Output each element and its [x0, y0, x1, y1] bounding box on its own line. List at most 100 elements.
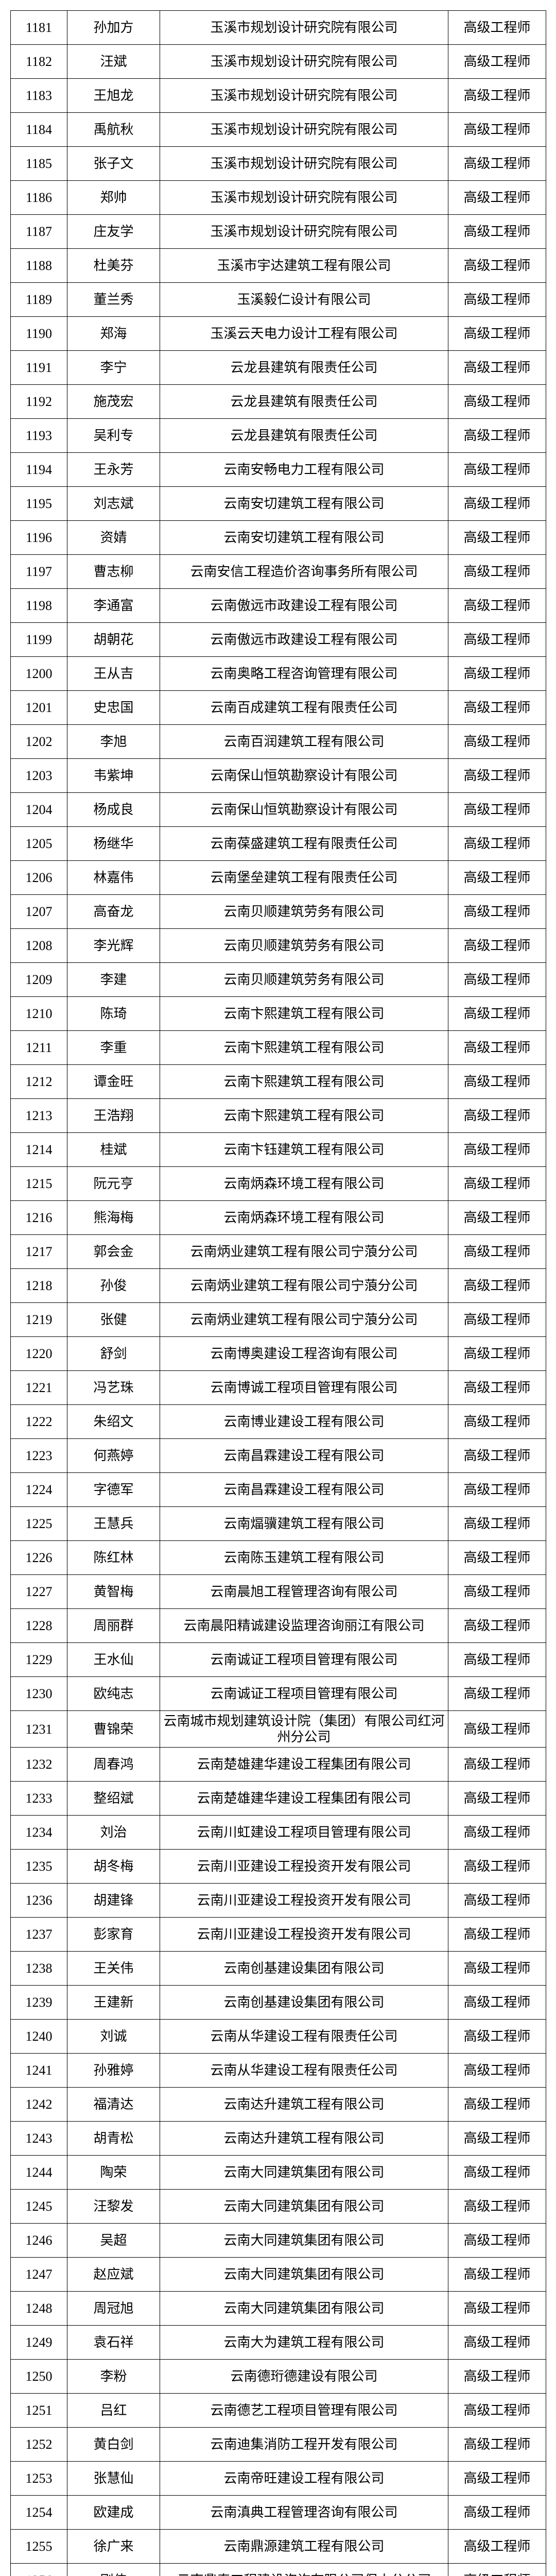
cell-rank: 高级工程师 [448, 589, 546, 623]
cell-index: 1194 [11, 453, 67, 487]
cell-org: 云南大同建筑集团有限公司 [160, 2156, 448, 2190]
cell-org: 玉溪市规划设计研究院有限公司 [160, 79, 448, 113]
table-row: 1236胡建锋云南川亚建设工程投资开发有限公司高级工程师 [11, 1884, 546, 1918]
cell-name: 熊海梅 [67, 1201, 160, 1235]
cell-org: 玉溪毅仁设计有限公司 [160, 283, 448, 317]
cell-rank: 高级工程师 [448, 1371, 546, 1405]
cell-index: 1236 [11, 1884, 67, 1918]
table-row: 1190郑海玉溪云天电力设计工程有限公司高级工程师 [11, 317, 546, 351]
cell-org: 云南大同建筑集团有限公司 [160, 2292, 448, 2326]
table-row: 1194王永芳云南安畅电力工程有限公司高级工程师 [11, 453, 546, 487]
cell-rank: 高级工程师 [448, 2496, 546, 2530]
cell-rank: 高级工程师 [448, 2462, 546, 2496]
cell-index: 1202 [11, 725, 67, 759]
cell-name: 周春鸿 [67, 1748, 160, 1782]
cell-name: 彭家育 [67, 1918, 160, 1952]
cell-org: 云南从华建设工程有限责任公司 [160, 2020, 448, 2054]
cell-org: 云南鼎泰工程建设咨询有限公司保山分公司 [160, 2564, 448, 2576]
cell-org: 云南贝顺建筑劳务有限公司 [160, 963, 448, 997]
cell-index: 1235 [11, 1850, 67, 1884]
table-row: 1238王关伟云南创基建设集团有限公司高级工程师 [11, 1952, 546, 1986]
cell-index: 1237 [11, 1918, 67, 1952]
cell-org: 云南博业建设工程有限公司 [160, 1405, 448, 1439]
cell-rank: 高级工程师 [448, 725, 546, 759]
cell-rank: 高级工程师 [448, 2054, 546, 2088]
cell-name: 汪黎发 [67, 2190, 160, 2224]
cell-rank: 高级工程师 [448, 1337, 546, 1371]
cell-org: 云南奥略工程咨询管理有限公司 [160, 657, 448, 691]
table-row: 1217郭会金云南炳业建筑工程有限公司宁蒗分公司高级工程师 [11, 1235, 546, 1269]
cell-rank: 高级工程师 [448, 1677, 546, 1711]
cell-name: 王旭龙 [67, 79, 160, 113]
table-row: 1246吴超云南大同建筑集团有限公司高级工程师 [11, 2224, 546, 2258]
cell-rank: 高级工程师 [448, 385, 546, 419]
table-row: 1191李宁云龙县建筑有限责任公司高级工程师 [11, 351, 546, 385]
cell-org: 云南炳业建筑工程有限公司宁蒗分公司 [160, 1303, 448, 1337]
cell-org: 云南创基建设集团有限公司 [160, 1952, 448, 1986]
cell-org: 云南保山恒筑勘察设计有限公司 [160, 759, 448, 793]
cell-index: 1252 [11, 2428, 67, 2462]
cell-name: 黄智梅 [67, 1575, 160, 1609]
table-row: 1232周春鸿云南楚雄建华建设工程集团有限公司高级工程师 [11, 1748, 546, 1782]
cell-rank: 高级工程师 [448, 1884, 546, 1918]
cell-org: 云南卞钰建筑工程有限公司 [160, 1133, 448, 1167]
cell-index: 1243 [11, 2122, 67, 2156]
page-container: 1181孙加方玉溪市规划设计研究院有限公司高级工程师1182汪斌玉溪市规划设计研… [10, 10, 546, 2576]
cell-rank: 高级工程师 [448, 1303, 546, 1337]
cell-org: 云南博奥建设工程咨询有限公司 [160, 1337, 448, 1371]
cell-rank: 高级工程师 [448, 1133, 546, 1167]
cell-org: 云南楚雄建华建设工程集团有限公司 [160, 1748, 448, 1782]
cell-index: 1210 [11, 997, 67, 1031]
cell-org: 云南安畅电力工程有限公司 [160, 453, 448, 487]
table-row: 1200王从吉云南奥略工程咨询管理有限公司高级工程师 [11, 657, 546, 691]
cell-name: 郭会金 [67, 1235, 160, 1269]
cell-org: 云南陈玉建筑工程有限公司 [160, 1541, 448, 1575]
cell-index: 1182 [11, 45, 67, 79]
table-row: 1195刘志斌云南安切建筑工程有限公司高级工程师 [11, 487, 546, 521]
cell-rank: 高级工程师 [448, 2360, 546, 2394]
cell-rank: 高级工程师 [448, 453, 546, 487]
cell-org: 云南葆盛建筑工程有限责任公司 [160, 827, 448, 861]
cell-index: 1200 [11, 657, 67, 691]
cell-index: 1206 [11, 861, 67, 895]
cell-org: 云南川亚建设工程投资开发有限公司 [160, 1850, 448, 1884]
cell-org: 云南炳森环境工程有限公司 [160, 1167, 448, 1201]
table-row: 1196资婧云南安切建筑工程有限公司高级工程师 [11, 521, 546, 555]
table-row: 1253张慧仙云南帝旺建设工程有限公司高级工程师 [11, 2462, 546, 2496]
cell-rank: 高级工程师 [448, 1575, 546, 1609]
cell-rank: 高级工程师 [448, 1269, 546, 1303]
cell-rank: 高级工程师 [448, 2428, 546, 2462]
table-row: 1206林嘉伟云南堡垒建筑工程有限责任公司高级工程师 [11, 861, 546, 895]
cell-index: 1254 [11, 2496, 67, 2530]
cell-org: 玉溪市宇达建筑工程有限公司 [160, 249, 448, 283]
cell-index: 1186 [11, 181, 67, 215]
cell-org: 云南大同建筑集团有限公司 [160, 2224, 448, 2258]
cell-index: 1216 [11, 1201, 67, 1235]
cell-rank: 高级工程师 [448, 1507, 546, 1541]
table-row: 1223何燕婷云南昌霖建设工程有限公司高级工程师 [11, 1439, 546, 1473]
table-row: 1187庄友学玉溪市规划设计研究院有限公司高级工程师 [11, 215, 546, 249]
cell-rank: 高级工程师 [448, 1031, 546, 1065]
cell-name: 高奋龙 [67, 895, 160, 929]
cell-index: 1199 [11, 623, 67, 657]
cell-name: 阮元亨 [67, 1167, 160, 1201]
cell-name: 李粉 [67, 2360, 160, 2394]
cell-name: 周丽群 [67, 1609, 160, 1643]
cell-rank: 高级工程师 [448, 521, 546, 555]
cell-org: 云南迪集消防工程开发有限公司 [160, 2428, 448, 2462]
cell-org: 玉溪市规划设计研究院有限公司 [160, 215, 448, 249]
cell-index: 1255 [11, 2530, 67, 2564]
cell-org: 云南德艺工程项目管理有限公司 [160, 2394, 448, 2428]
cell-rank: 高级工程师 [448, 2156, 546, 2190]
cell-org: 云南楚雄建华建设工程集团有限公司 [160, 1782, 448, 1816]
table-row: 1237彭家育云南川亚建设工程投资开发有限公司高级工程师 [11, 1918, 546, 1952]
table-row: 1181孙加方玉溪市规划设计研究院有限公司高级工程师 [11, 11, 546, 45]
table-row: 1221冯艺珠云南博诚工程项目管理有限公司高级工程师 [11, 1371, 546, 1405]
table-row: 1209李建云南贝顺建筑劳务有限公司高级工程师 [11, 963, 546, 997]
cell-index: 1225 [11, 1507, 67, 1541]
cell-org: 云南贝顺建筑劳务有限公司 [160, 895, 448, 929]
cell-org: 云南炳业建筑工程有限公司宁蒗分公司 [160, 1235, 448, 1269]
cell-name: 袁石祥 [67, 2326, 160, 2360]
cell-rank: 高级工程师 [448, 215, 546, 249]
table-row: 1213王浩翔云南卞熙建筑工程有限公司高级工程师 [11, 1099, 546, 1133]
